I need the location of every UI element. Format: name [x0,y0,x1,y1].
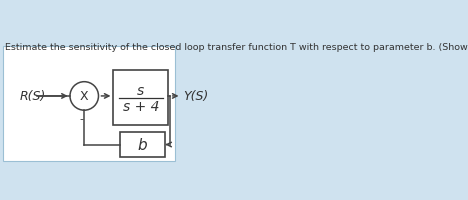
Text: Estimate the sensitivity of the closed loop transfer function T with respect to : Estimate the sensitivity of the closed l… [5,43,468,52]
Bar [113,71,168,125]
Text: s: s [137,83,145,97]
Text: b: b [138,137,147,152]
Bar [3,47,175,161]
Text: R(S): R(S) [20,90,46,103]
Text: -: - [80,114,84,124]
Text: X: X [80,90,88,103]
Text: s + 4: s + 4 [123,99,159,113]
Text: Y(S): Y(S) [183,90,209,103]
Bar [120,132,165,158]
